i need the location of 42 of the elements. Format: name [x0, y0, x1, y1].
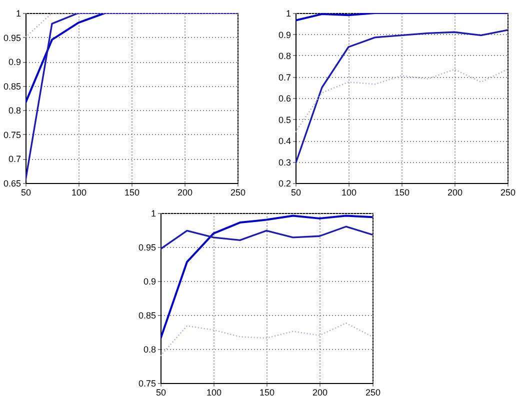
y-tick-label: 0.75	[138, 378, 156, 388]
x-tick-label: 200	[312, 388, 328, 398]
x-tick-label: 100	[71, 188, 87, 198]
y-tick-label: 0.6	[278, 94, 291, 104]
line-series	[160, 322, 372, 356]
x-tick-label: 150	[124, 188, 140, 198]
x-tick-label: 50	[156, 388, 166, 398]
y-tick-label: 0.2	[278, 178, 291, 188]
line-series	[160, 226, 372, 250]
y-tick-label: 1	[286, 8, 291, 18]
x-tick-label: 250	[365, 388, 381, 398]
y-tick-label: 1	[150, 208, 156, 218]
x-tick-label: 250	[500, 188, 516, 198]
x-tick-label: 150	[394, 188, 410, 198]
y-tick-label: 0.8	[278, 51, 291, 61]
x-tick-label: 200	[177, 188, 193, 198]
x-tick-label: 100	[341, 188, 357, 198]
y-tick-label: 1	[16, 8, 21, 18]
x-tick-label: 50	[290, 188, 302, 198]
y-tick-label: 0.75	[3, 130, 21, 140]
y-tick-label: 0.9	[8, 57, 21, 68]
y-tick-label: 0.85	[3, 81, 21, 92]
y-tick-label: 0.95	[3, 32, 21, 43]
y-tick-label: 0.8	[143, 344, 156, 354]
line-series	[295, 68, 508, 133]
y-tick-label: 0.85	[138, 310, 156, 320]
y-tick-label: 0.7	[8, 154, 21, 164]
x-tick-label: 200	[447, 188, 463, 198]
y-tick-label: 0.5	[278, 114, 291, 125]
x-tick-label: 250	[230, 188, 246, 198]
y-tick-label: 0.9	[143, 276, 156, 286]
x-tick-label: 100	[206, 388, 222, 398]
y-tick-label: 0.9	[278, 30, 291, 40]
x-tick-label: 150	[259, 388, 275, 398]
y-tick-label: 0.4	[278, 136, 291, 146]
line-series	[295, 29, 508, 165]
y-tick-label: 0.95	[138, 242, 156, 252]
x-tick-label: 50	[20, 188, 32, 198]
y-tick-label: 0.3	[278, 157, 291, 168]
y-tick-label: 0.8	[8, 106, 21, 116]
y-tick-label: 0.7	[278, 72, 291, 82]
y-tick-label: 0.65	[3, 178, 21, 188]
